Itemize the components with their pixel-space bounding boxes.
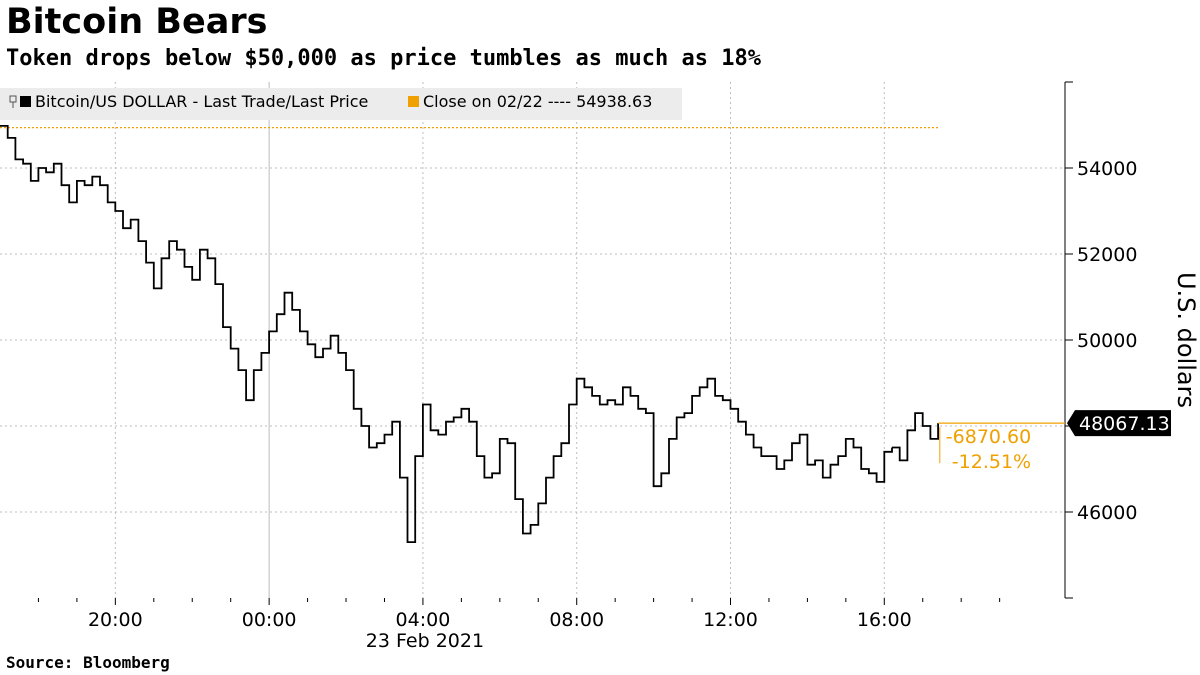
x-date-label: 23 Feb 2021 [366,630,484,652]
x-tick-label: 20:00 [88,609,143,631]
y-tick-label: 52000 [1077,244,1137,266]
legend-swatch-close [408,96,419,107]
last-value-tag [1067,410,1171,437]
series [0,125,939,543]
legend-collapse-icon[interactable] [9,95,17,108]
price-line-segment-0 [0,125,893,543]
source-note: Source: Bloomberg [6,653,170,672]
x-tick-label: 04:00 [396,609,451,631]
price-line-segment-1 [892,412,939,462]
legend: Bitcoin/US DOLLAR - Last Trade/Last Pric… [0,88,682,120]
change-percent: -12.51% [952,451,1031,473]
legend-background [0,88,682,120]
y-tick-label: 46000 [1077,502,1137,524]
annotations: 48067.13 -6870.60 -12.51% [938,410,1171,473]
axes: 460004800050000520005400020:0000:0004:00… [37,81,1137,652]
x-tick-label: 00:00 [242,609,297,631]
chart-title: Bitcoin Bears [6,2,268,42]
x-tick-label: 16:00 [857,609,912,631]
y-axis-label: U.S. dollars [1172,272,1200,408]
legend-swatch-price [20,96,31,107]
y-tick-label: 50000 [1077,330,1137,352]
change-absolute: -6870.60 [946,426,1031,448]
chart-subtitle: Token drops below $50,000 as price tumbl… [6,46,761,71]
last-value-label: 48067.13 [1079,413,1170,435]
y-tick-label: 54000 [1077,158,1137,180]
legend-label-price: Bitcoin/US DOLLAR - Last Trade/Last Pric… [35,92,368,111]
gridlines [0,82,1065,598]
legend-label-close: Close on 02/22 ---- 54938.63 [423,92,652,111]
x-tick-label: 08:00 [549,609,604,631]
x-tick-label: 12:00 [703,609,758,631]
